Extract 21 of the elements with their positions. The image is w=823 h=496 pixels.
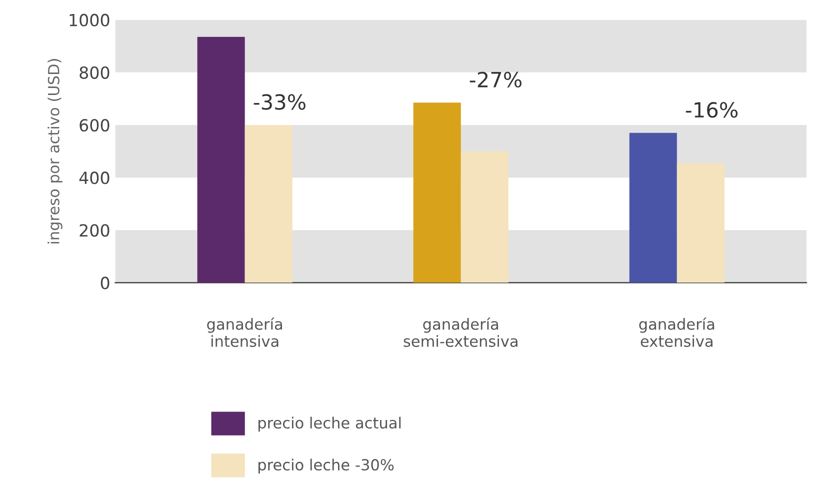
legend-label: precio leche actual [258,416,401,432]
annotation: -33% [254,94,306,110]
y-tick-label: 800 [80,66,110,79]
y-tick-label: 0 [100,276,110,290]
y-tick-label: 200 [80,224,110,237]
bar [676,163,724,283]
y-axis-title: ingreso por activo (USD) [48,59,62,244]
x-tick-label: ganadería semi-extensiva [404,317,518,347]
annotation: -16% [686,102,738,118]
bar [460,151,508,283]
bar [244,124,292,283]
y-tick-label: 1000 [70,14,110,26]
annotation: -27% [470,72,522,88]
bar [629,132,677,283]
bar [197,36,245,283]
bar [413,102,461,283]
x-tick-label: ganadería extensiva [639,317,714,347]
x-tick-label: ganadería intensiva [207,317,282,347]
legend-label: precio leche -30% [258,458,394,474]
y-tick-label: 400 [79,172,110,184]
y-tick-label: 600 [80,118,110,132]
